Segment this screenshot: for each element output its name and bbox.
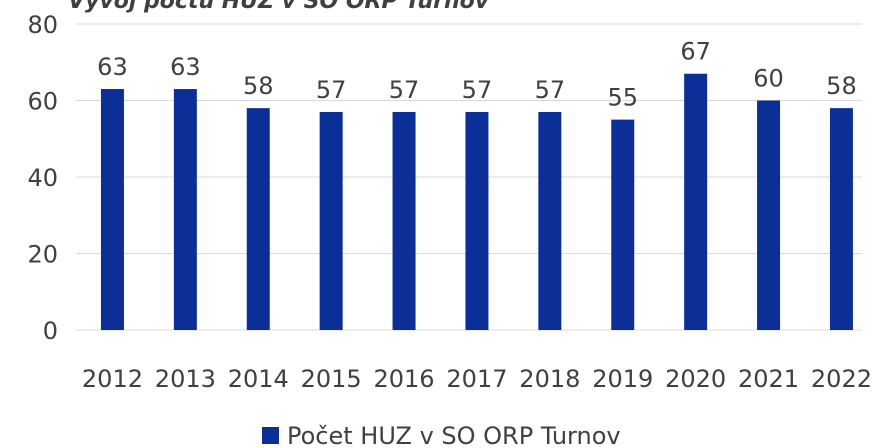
chart-title: Vývoj počtu HUZ v SO ORP Turnov (68, 0, 490, 14)
bar (246, 108, 270, 331)
x-tick-label: 2015 (301, 365, 362, 393)
data-label: 57 (462, 76, 493, 104)
data-label: 57 (316, 76, 347, 104)
data-label: 57 (389, 76, 420, 104)
y-tick-label: 60 (27, 88, 58, 116)
x-tick-label: 2019 (592, 365, 653, 393)
data-label: 67 (680, 38, 711, 66)
legend-swatch (262, 427, 279, 444)
x-tick-label: 2021 (738, 365, 799, 393)
data-label: 55 (607, 84, 638, 112)
bar (100, 89, 124, 331)
data-label: 63 (170, 53, 201, 81)
y-tick-label: 40 (27, 164, 58, 192)
y-tick-label: 0 (43, 317, 58, 345)
bar (538, 111, 562, 330)
data-label: 63 (97, 53, 128, 81)
bar (465, 111, 489, 330)
data-label: 58 (826, 72, 857, 100)
x-tick-label: 2018 (519, 365, 580, 393)
data-label: 57 (535, 76, 566, 104)
x-tick-label: 2012 (82, 365, 143, 393)
bar (684, 73, 708, 330)
x-tick-label: 2017 (446, 365, 507, 393)
x-tick-label: 2013 (155, 365, 216, 393)
x-tick-label: 2016 (374, 365, 435, 393)
x-tick-label: 2014 (228, 365, 289, 393)
x-tick-label: 2022 (811, 365, 872, 393)
data-label: 58 (243, 72, 274, 100)
bar (829, 108, 853, 331)
bar (392, 111, 416, 330)
y-tick-label: 20 (27, 241, 58, 269)
bar (319, 111, 343, 330)
data-label: 60 (753, 65, 784, 93)
x-tick-label: 2020 (665, 365, 726, 393)
bar (173, 89, 197, 331)
legend-label: Počet HUZ v SO ORP Turnov (287, 422, 621, 448)
bar (757, 100, 781, 330)
y-tick-label: 80 (27, 11, 58, 39)
bar (611, 119, 635, 330)
